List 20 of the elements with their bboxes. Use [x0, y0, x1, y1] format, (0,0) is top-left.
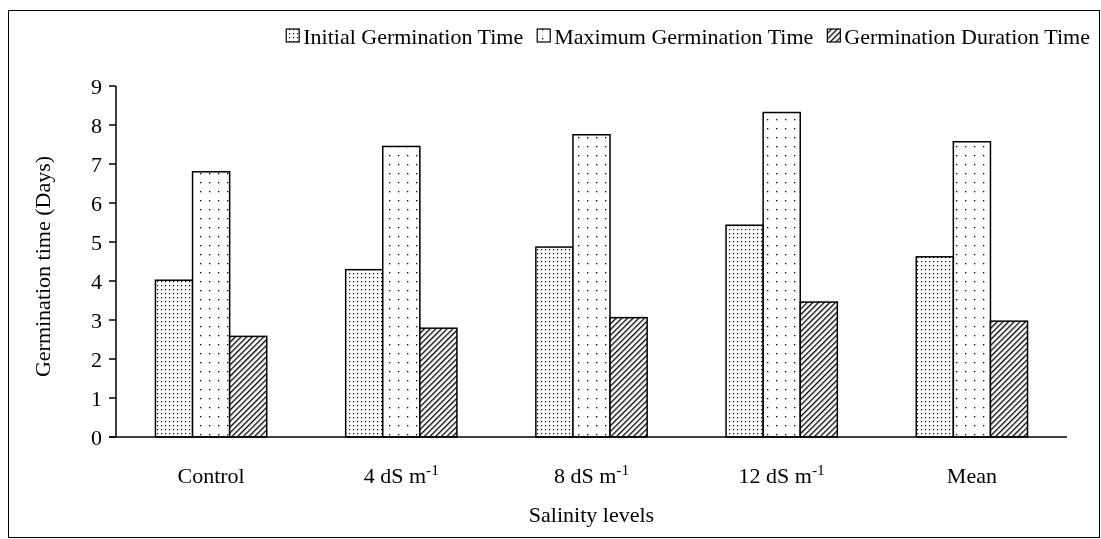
- y-tick-label: 6: [91, 190, 102, 216]
- legend-label: Maximum Germination Time: [554, 23, 814, 49]
- y-tick-label: 0: [91, 424, 102, 450]
- y-tick-label: 5: [91, 229, 102, 255]
- legend-label: Germination Duration Time: [844, 23, 1090, 49]
- x-tick-label: 12 dS m$^{-1}$: [738, 460, 825, 488]
- x-tick-label: 4 dS m$^{-1}$: [363, 460, 439, 488]
- y-tick-label: 7: [91, 151, 102, 177]
- y-axis-title: Germination time (Days): [30, 155, 55, 378]
- x-tick-label: 8 dS m$^{-1}$: [553, 460, 630, 488]
- y-tick-label: 9: [91, 73, 102, 99]
- y-tick-label: 3: [91, 307, 102, 333]
- y-tick-label: 2: [91, 346, 102, 372]
- x-axis-title: Salinity levels: [528, 502, 655, 527]
- y-tick-label: 4: [91, 268, 102, 294]
- legend-label: Initial Germination Time: [303, 23, 524, 49]
- x-tick-label: Mean: [946, 463, 997, 488]
- y-tick-label: 8: [91, 112, 102, 138]
- x-tick-label: Control: [177, 463, 245, 488]
- y-tick-label: 1: [91, 385, 102, 411]
